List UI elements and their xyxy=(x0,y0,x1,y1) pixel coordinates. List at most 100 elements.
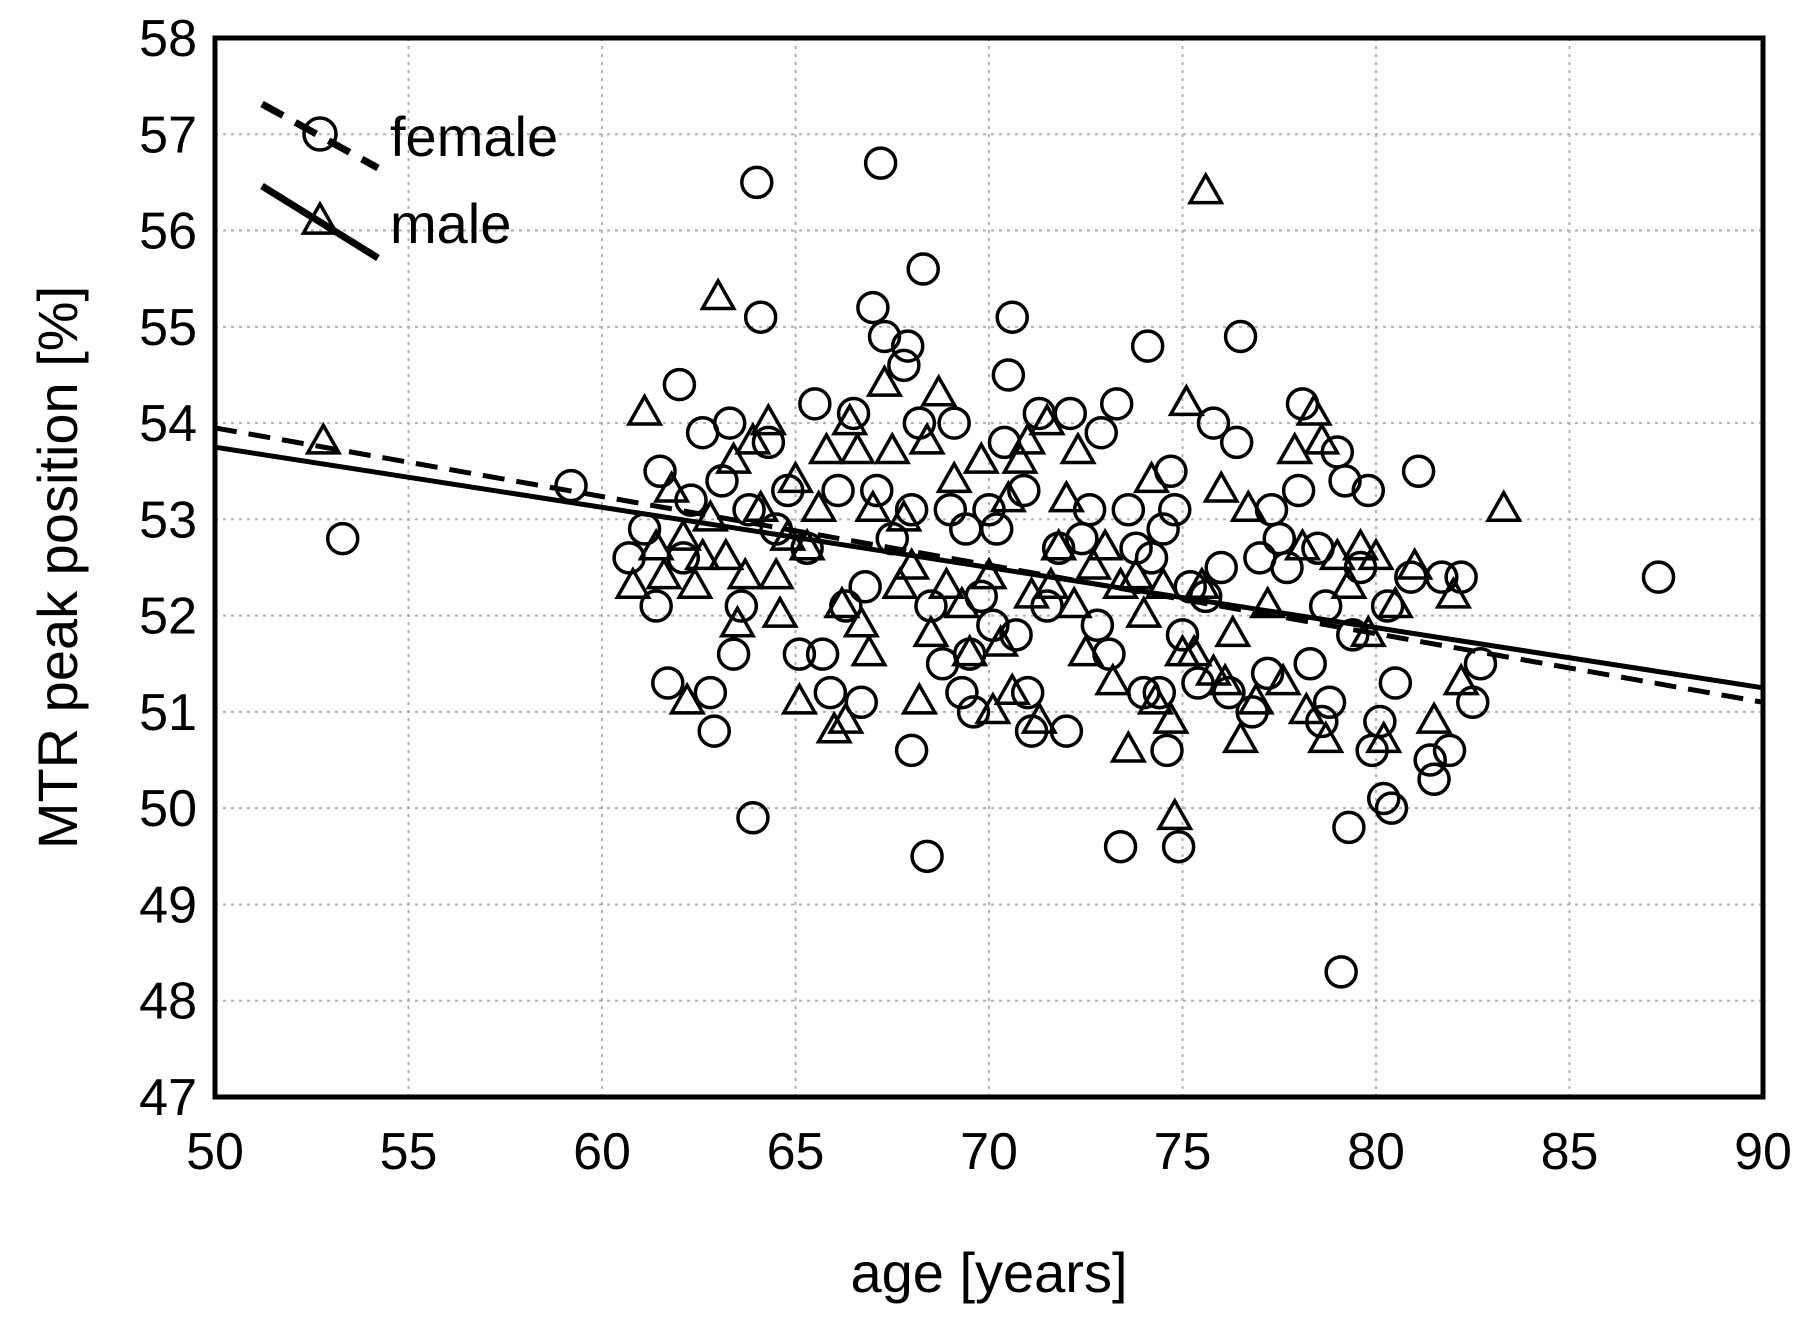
male-point xyxy=(1183,566,1221,600)
legend: female male xyxy=(260,100,558,261)
male-point xyxy=(1330,566,1368,600)
male-point xyxy=(1237,681,1275,715)
female-point xyxy=(554,468,588,503)
female-point xyxy=(860,473,894,508)
x-tick-label: 85 xyxy=(1541,1123,1599,1181)
legend-male-triangle-icon xyxy=(300,200,340,235)
male-point xyxy=(1276,431,1314,465)
female-point xyxy=(639,589,673,623)
female-point xyxy=(1196,406,1231,440)
male-point xyxy=(645,556,683,590)
female-point xyxy=(1417,762,1451,797)
plot-area-frame xyxy=(212,35,1766,1100)
female-point xyxy=(1293,647,1327,681)
female-point xyxy=(1219,425,1254,460)
male-point xyxy=(749,402,788,436)
data-points xyxy=(304,146,1676,989)
male-point xyxy=(993,672,1031,705)
male-point xyxy=(691,498,730,532)
female-point xyxy=(1312,685,1347,720)
male-point xyxy=(842,604,880,638)
female-point xyxy=(906,252,940,286)
male-point xyxy=(974,691,1012,725)
male-fit-line xyxy=(214,444,1764,691)
female-point xyxy=(1142,675,1177,710)
male-point xyxy=(1376,585,1414,619)
male-point xyxy=(1144,566,1182,600)
male-point xyxy=(1152,700,1190,734)
female-point xyxy=(1150,733,1184,768)
male-point xyxy=(873,431,911,465)
female-point xyxy=(1413,743,1447,777)
female-point xyxy=(1158,492,1192,527)
y-tick-label: 50 xyxy=(139,780,197,838)
male-point xyxy=(734,421,772,455)
female-point xyxy=(1161,829,1196,864)
x-axis-title: age [years] xyxy=(850,1241,1127,1304)
male-point xyxy=(831,402,869,436)
male-point xyxy=(761,595,799,628)
male-point xyxy=(1028,402,1066,436)
female-point xyxy=(956,695,991,729)
male-point xyxy=(1009,421,1047,455)
female-point xyxy=(979,512,1014,546)
female-point xyxy=(1324,955,1358,989)
female-point xyxy=(1641,560,1676,594)
female-point xyxy=(1007,473,1041,508)
female-point xyxy=(1366,781,1401,816)
male-point xyxy=(614,566,652,600)
male-point xyxy=(1040,527,1078,561)
male-point xyxy=(1132,460,1171,494)
female-point xyxy=(813,675,848,710)
male-point xyxy=(800,489,838,523)
female-point xyxy=(643,454,677,488)
female-point xyxy=(867,319,902,354)
male-point xyxy=(892,546,931,580)
female-point xyxy=(798,387,832,421)
male-point xyxy=(920,373,958,407)
female-point xyxy=(1053,396,1088,431)
legend-male-label: male xyxy=(390,192,511,255)
female-point xyxy=(1363,704,1397,739)
y-tick-label: 47 xyxy=(139,1069,197,1127)
male-point xyxy=(1434,575,1473,609)
legend-female-line xyxy=(260,100,380,172)
male-point xyxy=(1055,585,1093,619)
female-point xyxy=(894,733,929,768)
male-point xyxy=(1202,469,1240,503)
male-point xyxy=(1396,546,1434,580)
male-point xyxy=(1264,662,1302,696)
female-point xyxy=(863,146,898,180)
male-point xyxy=(1020,700,1058,734)
female-point xyxy=(836,396,871,431)
male-point xyxy=(885,498,923,532)
male-point xyxy=(1074,546,1113,580)
female-point xyxy=(736,801,770,835)
male-point xyxy=(1287,691,1325,725)
x-tick-label: 55 xyxy=(380,1123,438,1181)
male-point xyxy=(1101,566,1140,600)
male-point xyxy=(304,421,343,455)
female-point xyxy=(995,300,1029,334)
female-point xyxy=(1250,656,1285,691)
x-tick-label: 80 xyxy=(1347,1123,1405,1181)
female-point xyxy=(887,348,921,383)
female-point xyxy=(821,473,855,508)
female-point xyxy=(1270,550,1304,585)
female-point xyxy=(999,618,1033,652)
male-point xyxy=(1156,797,1194,831)
y-tick-label: 57 xyxy=(139,106,197,164)
female-point xyxy=(651,666,685,700)
male-point xyxy=(1341,527,1380,561)
male-point xyxy=(981,623,1020,657)
male-point xyxy=(769,518,807,551)
male-point xyxy=(664,518,702,551)
male-point xyxy=(900,681,938,715)
legend-male-line xyxy=(260,183,380,261)
female-point xyxy=(894,492,929,527)
female-point xyxy=(805,637,840,671)
male-point xyxy=(1094,662,1132,696)
male-point xyxy=(1485,489,1523,523)
female-point xyxy=(1262,521,1296,556)
